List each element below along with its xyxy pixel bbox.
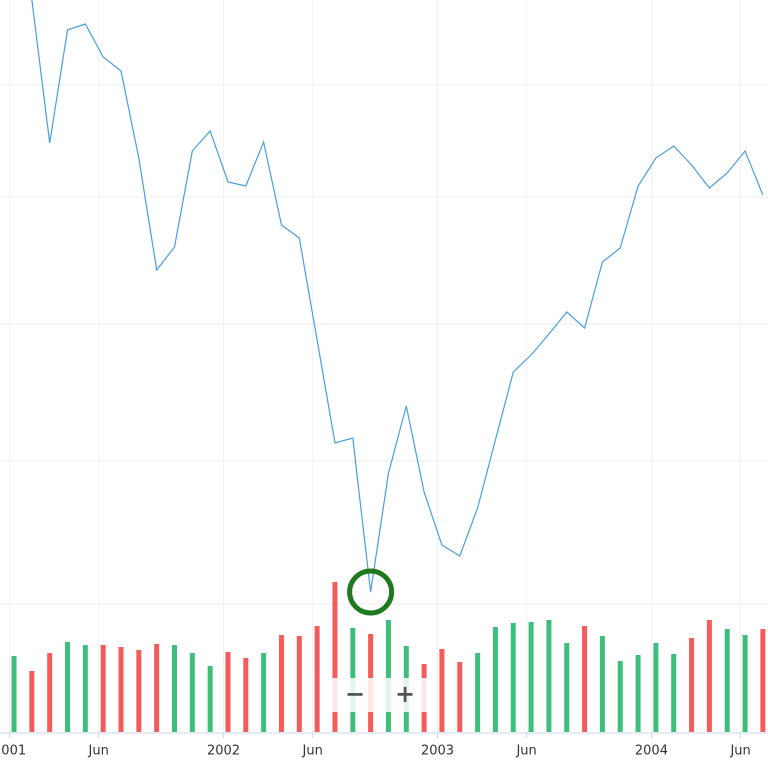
- volume-bar: [742, 635, 748, 732]
- zoom-control: − +: [330, 678, 430, 712]
- volume-bar: [546, 620, 552, 732]
- volume-bar: [582, 626, 588, 732]
- volume-bar: [599, 636, 605, 732]
- volume-bar: [47, 653, 53, 732]
- volume-bar: [171, 645, 177, 732]
- volume-bar: [65, 642, 71, 732]
- x-tick-label: 2001: [0, 744, 26, 759]
- volume-bar: [207, 666, 213, 732]
- x-tick-label: 2004: [635, 744, 668, 759]
- volume-bar: [82, 645, 88, 732]
- volume-bar: [225, 652, 231, 732]
- volume-bar: [439, 649, 445, 732]
- volume-bar: [261, 653, 267, 732]
- volume-bar: [154, 644, 160, 732]
- volume-bar: [457, 662, 463, 732]
- volume-bar: [653, 643, 659, 732]
- x-tick-label: 2003: [421, 744, 454, 759]
- volume-bar: [528, 622, 534, 732]
- volume-bar: [100, 645, 106, 732]
- price-line-group: [31, 0, 764, 593]
- volume-bar: [278, 635, 284, 732]
- volume-bar: [29, 671, 35, 732]
- volume-bar: [189, 653, 195, 732]
- zoom-panel: [330, 678, 430, 712]
- highlight-marker: [347, 568, 395, 616]
- grid: [0, 0, 768, 732]
- volume-bar: [617, 661, 623, 732]
- volume-bar: [314, 626, 320, 732]
- x-tick-label: 2002: [207, 744, 240, 759]
- volume-bar: [475, 653, 481, 732]
- x-axis: 2001 Jun 2002 Jun 2003 Jun 2004 Jun: [0, 733, 751, 759]
- volume-bar: [118, 647, 124, 732]
- volume-bar: [243, 658, 249, 732]
- x-tick-label: Jun: [302, 744, 323, 759]
- x-tick-label: Jun: [515, 744, 536, 759]
- volume-bar: [564, 643, 570, 732]
- x-tick-label: Jun: [88, 744, 109, 759]
- volume-bar: [11, 656, 17, 732]
- volume-bar: [760, 629, 766, 732]
- volume-bar: [671, 654, 677, 732]
- volume-bar: [332, 582, 338, 732]
- price-line: [31, 0, 764, 593]
- volume-bar: [724, 629, 730, 732]
- volume-bar: [689, 638, 695, 732]
- volume-bar: [136, 650, 142, 732]
- zoom-out-button[interactable]: −: [345, 680, 365, 708]
- volume-bars: [11, 582, 766, 732]
- volume-bar: [635, 655, 641, 732]
- volume-bar: [706, 620, 712, 732]
- x-tick-label: Jun: [729, 744, 750, 759]
- volume-bar: [492, 627, 498, 732]
- zoom-in-button[interactable]: +: [395, 680, 415, 708]
- volume-bar: [385, 620, 391, 732]
- volume-bar: [296, 636, 302, 732]
- volume-bar: [510, 623, 516, 732]
